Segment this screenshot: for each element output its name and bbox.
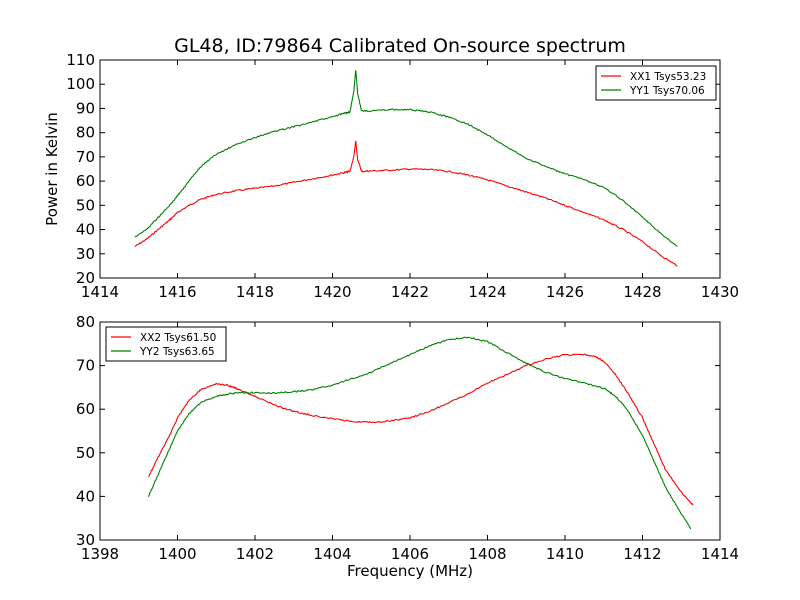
series-line-1 — [134, 140, 678, 267]
x-tick-label: 1422 — [391, 283, 429, 301]
y-tick-label: 60 — [76, 400, 95, 418]
legend-label: YY2 Tsys63.65 — [139, 346, 215, 358]
legend-label: YY1 Tsys70.06 — [629, 85, 705, 97]
series-line-1 — [148, 353, 694, 506]
x-tick-label: 1408 — [468, 545, 506, 563]
top-spectrum-panel: 1414 1416 1418 1420 1422 1424 1426 1428 1430 20 30… — [43, 51, 739, 301]
y-tick-label: 40 — [76, 221, 95, 239]
series-line-2 — [134, 70, 678, 247]
y-tick-label: 80 — [76, 124, 95, 142]
y-tick-label: 80 — [76, 313, 95, 331]
x-tick-label: 1414 — [701, 545, 739, 563]
x-tick-label: 1418 — [236, 283, 274, 301]
x-tick-label: 1428 — [623, 283, 661, 301]
x-tick-label: 1406 — [391, 545, 429, 563]
bottom-spectrum-panel: 1398 1400 1402 1404 1406 1408 1410 1412 1414 30 40… — [76, 313, 739, 580]
x-tick-label: 1412 — [623, 545, 661, 563]
legend: XX1 Tsys53.23 YY1 Tsys70.06 — [595, 65, 717, 101]
y-tick-label: 100 — [66, 75, 95, 93]
legend-box — [595, 65, 717, 101]
x-tick-label: 1424 — [468, 283, 506, 301]
x-tick-label: 1426 — [546, 283, 584, 301]
y-tick-label: 70 — [76, 357, 95, 375]
y-tick-label: 20 — [76, 269, 95, 287]
y-axis-label: Power in Kelvin — [43, 112, 61, 226]
y-tick-label: 50 — [76, 444, 95, 462]
y-tick-label: 110 — [66, 51, 95, 69]
legend: XX2 Tsys61.50 YY2 Tsys63.65 — [105, 326, 227, 362]
y-tick-label: 90 — [76, 99, 95, 117]
chart-title: GL48, ID:79864 Calibrated On-source spec… — [174, 35, 626, 57]
y-tick-label: 30 — [76, 245, 95, 263]
x-tick-label: 1420 — [313, 283, 351, 301]
y-tick-label: 70 — [76, 148, 95, 166]
y-tick-label: 40 — [76, 487, 95, 505]
x-tick-label: 1400 — [158, 545, 196, 563]
legend-label: XX1 Tsys53.23 — [630, 71, 706, 83]
x-tick-label: 1416 — [158, 283, 196, 301]
x-tick-label: 1430 — [701, 283, 739, 301]
x-tick-label: 1402 — [236, 545, 274, 563]
legend-box — [105, 326, 227, 362]
series-line-2 — [147, 336, 692, 530]
x-tick-label: 1398 — [81, 545, 119, 563]
x-tick-label: 1410 — [546, 545, 584, 563]
x-tick-label: 1404 — [313, 545, 351, 563]
y-tick-label: 50 — [76, 196, 95, 214]
legend-label: XX2 Tsys61.50 — [140, 332, 216, 344]
x-tick-label: 1414 — [81, 283, 119, 301]
y-tick-label: 60 — [76, 172, 95, 190]
y-tick-label: 30 — [76, 531, 95, 549]
x-axis-label: Frequency (MHz) — [347, 562, 473, 580]
